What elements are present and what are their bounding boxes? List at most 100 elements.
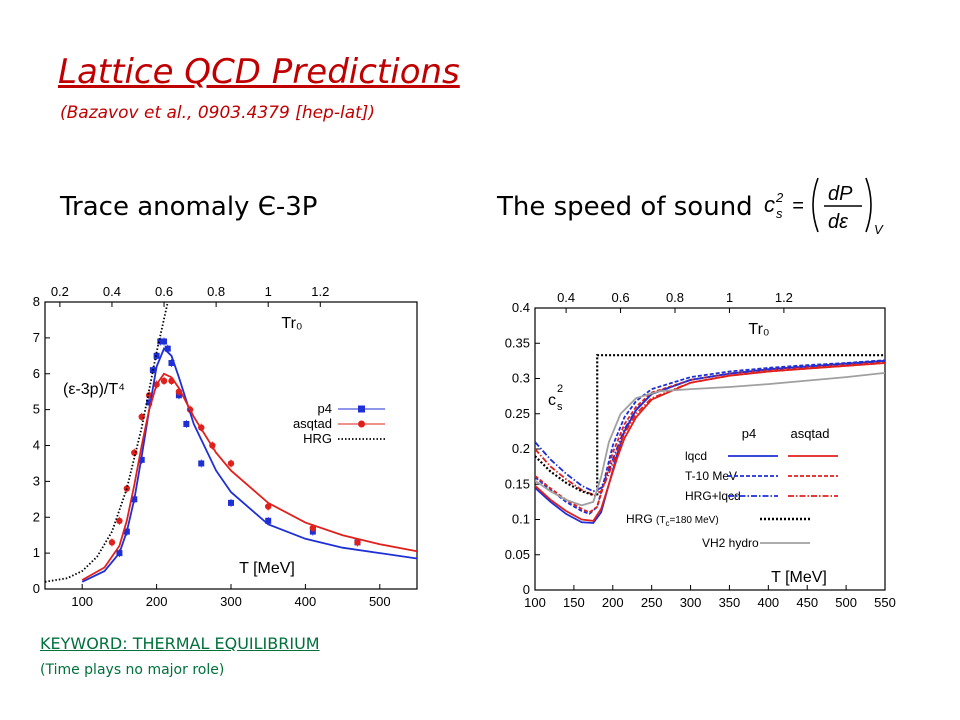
series-asqtad-fit-line <box>81 372 417 581</box>
series-asqtad-point <box>131 449 138 456</box>
formula-equals: = <box>792 195 804 217</box>
x-tick-label: 300 <box>220 594 242 609</box>
y-tick-label: 0.3 <box>512 371 530 386</box>
y-axis-label: c <box>548 392 556 409</box>
formula-subscript: V <box>874 222 884 237</box>
legend-label-p4: p4 <box>318 401 332 416</box>
top-tick-label: 1.2 <box>775 290 793 305</box>
formula-numerator: dP <box>828 183 853 205</box>
slide-title: Lattice QCD Predictions <box>58 52 460 92</box>
series-p4-point <box>157 338 164 345</box>
y-tick-label: 0.35 <box>505 335 530 350</box>
top-axis-label: Tr₀ <box>748 321 769 338</box>
top-tick-label: 0.6 <box>155 284 173 299</box>
legend-marker-p4 <box>358 405 365 413</box>
legend-header-p4: p4 <box>742 426 756 441</box>
heading-speed-of-sound: The speed of sound <box>497 192 753 222</box>
top-tick-label: 0.4 <box>103 284 121 299</box>
series-p4-point <box>228 499 234 506</box>
x-tick-label: 500 <box>835 595 857 610</box>
series-asqtad-point <box>160 377 168 385</box>
series-asqtad-point <box>354 539 361 546</box>
series-hrg-line <box>45 302 169 583</box>
y-tick-label: 0.4 <box>512 300 530 315</box>
y-tick-label: 0.2 <box>512 441 530 456</box>
heading-trace-anomaly: Trace anomaly Є-3P <box>60 192 318 222</box>
series-hrg-tc-180-mev--line <box>535 354 885 498</box>
legend-label-vh2: VH2 hydro <box>702 536 759 550</box>
top-tick-label: 0.8 <box>207 284 225 299</box>
y-tick-label: 0.1 <box>512 512 530 527</box>
plot-area <box>45 302 417 583</box>
x-tick-label: 450 <box>796 595 818 610</box>
y-tick-label: 7 <box>33 330 40 345</box>
x-tick-label: 300 <box>680 595 702 610</box>
y-axis-label-sub: s <box>557 401 563 413</box>
series-asqtad-point <box>265 503 272 510</box>
y-tick-label: 3 <box>33 473 40 488</box>
series-asqtad-point <box>227 460 235 467</box>
top-tick-label: 0.8 <box>666 290 684 305</box>
legend-row-label: lqcd <box>685 449 707 463</box>
x-tick-label: 200 <box>146 594 168 609</box>
formula-denominator: dε <box>828 211 849 233</box>
top-tick-label: 0.4 <box>557 290 575 305</box>
top-tick-label: 0.2 <box>51 284 69 299</box>
x-tick-label: 350 <box>719 595 741 610</box>
top-tick-label: 0.6 <box>612 290 630 305</box>
top-tick-label: 1 <box>726 290 733 305</box>
series-asqtad-point <box>116 517 123 525</box>
x-axis-label: T [MeV] <box>239 560 295 577</box>
speed-of-sound-formula: c 2 s = dP dε V <box>760 172 900 238</box>
y-tick-label: 2 <box>33 509 40 524</box>
y-tick-label: 4 <box>33 438 40 453</box>
formula-lhs: c <box>764 192 775 217</box>
y-tick-label: 8 <box>33 294 40 309</box>
y-tick-label: 1 <box>33 545 40 560</box>
keyword-note: (Time plays no major role) <box>40 662 225 678</box>
x-tick-label: 400 <box>757 595 779 610</box>
plot-area <box>535 354 885 524</box>
y-tick-label: 0.05 <box>505 547 530 562</box>
formula-lhs-sub: s <box>776 206 783 221</box>
series-p4-point <box>164 345 171 352</box>
keyword-label: KEYWORD: THERMAL EQUILIBRIUM <box>40 634 320 653</box>
y-tick-label: 0 <box>523 582 530 597</box>
y-tick-label: 5 <box>33 402 40 417</box>
series-p4-point <box>198 460 205 467</box>
series-p4-fit-line <box>81 347 417 583</box>
series-vh2-hydro-line <box>535 372 885 507</box>
x-tick-label: 150 <box>563 595 585 610</box>
series-p4-point <box>183 420 190 427</box>
series-p4-point <box>168 359 175 366</box>
speed-of-sound-chart: 100 150 200 250 300 350 400 450 500 550 0 0.05 0.1 0.… <box>505 290 896 610</box>
x-axis-label: T [MeV] <box>771 569 827 586</box>
legend-row-label: T-10 MeV <box>685 469 737 483</box>
formula-lhs-sup: 2 <box>775 190 784 205</box>
x-tick-label: 100 <box>524 595 546 610</box>
x-tick-label: 400 <box>295 594 317 609</box>
legend-label-hrg: HRG (Tc=180 MeV) <box>626 512 719 528</box>
top-tick-label: 1.2 <box>311 284 329 299</box>
top-axis-label: Tr₀ <box>281 315 302 332</box>
legend-row-label: HRG+lqcd <box>685 489 741 503</box>
y-tick-label: 6 <box>33 366 40 381</box>
slide-subtitle: (Bazavov et al., 0903.4379 [hep-lat]) <box>60 103 376 123</box>
series-asqtad-point <box>123 485 131 492</box>
y-tick-label: 0 <box>33 581 40 596</box>
legend-label-hrg: HRG <box>303 431 332 446</box>
top-tick-label: 1 <box>265 284 272 299</box>
y-axis-label: (ε-3p)/T⁴ <box>63 381 125 398</box>
series-hrg-lqcd-asqtad-line <box>535 362 885 496</box>
plot-frame <box>44 301 418 590</box>
y-axis-label-sup: 2 <box>557 383 563 395</box>
y-tick-label: 0.15 <box>505 476 530 491</box>
series-p4-point <box>265 517 272 524</box>
series-asqtad-point <box>108 539 116 546</box>
series-p4-point <box>146 399 153 406</box>
y-tick-label: 0.25 <box>505 406 530 421</box>
trace-anomaly-chart: 100 200 300 400 500 0 1 2 3 4 5 6 7 8 0.2 0.4 0.6 0.8 1 1.2… <box>33 284 418 609</box>
x-tick-label: 500 <box>369 594 391 609</box>
x-tick-label: 100 <box>71 594 93 609</box>
series-p4-point <box>161 338 168 345</box>
